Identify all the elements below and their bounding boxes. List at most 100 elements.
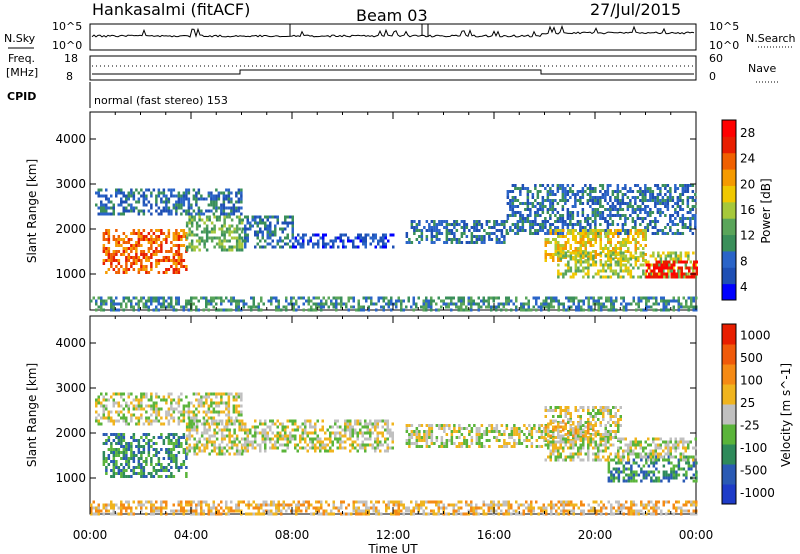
heatmap-cell [646, 214, 650, 217]
heatmap-cell [500, 220, 504, 223]
heatmap-cell [336, 419, 339, 423]
heatmap-cell [450, 296, 453, 300]
heatmap-cell [238, 248, 241, 252]
heatmap-cell [110, 460, 113, 463]
heatmap-cell [279, 437, 282, 441]
heatmap-cell [152, 469, 156, 472]
heatmap-cell [410, 305, 413, 309]
heatmap-cell [660, 299, 663, 303]
heatmap-cell [490, 430, 494, 433]
heatmap-cell [212, 392, 216, 396]
heatmap-cell [112, 256, 116, 259]
heatmap-cell [567, 305, 570, 309]
heatmap-cell [150, 398, 153, 402]
heatmap-cell [202, 197, 206, 201]
heatmap-cell [629, 199, 632, 202]
heatmap-cell [614, 190, 617, 193]
heatmap-cell [665, 266, 668, 270]
heatmap-cell [671, 196, 675, 199]
heatmap-cell [227, 191, 231, 195]
heatmap-cell [180, 413, 183, 417]
heatmap-cell [162, 305, 165, 309]
heatmap-cell [264, 419, 267, 423]
heatmap-cell [177, 250, 181, 253]
heatmap-cell [612, 235, 615, 238]
heatmap-cell [165, 200, 168, 204]
heatmap-cell [509, 229, 512, 232]
colorbar-segment [722, 283, 736, 301]
heatmap-cell [285, 308, 288, 312]
heatmap-cell [579, 238, 582, 241]
heatmap-cell [198, 224, 201, 228]
heatmap-cell [200, 449, 204, 453]
heatmap-cell [594, 250, 597, 253]
heatmap-cell [671, 214, 675, 217]
heatmap-cell [312, 233, 315, 237]
colorbar-segment [722, 234, 736, 252]
heatmap-cell [102, 416, 105, 420]
heatmap-cell [210, 404, 213, 408]
colorbar-segment [722, 136, 736, 154]
heatmap-cell [465, 223, 469, 226]
heatmap-cell [107, 259, 111, 262]
heatmap-cell [671, 220, 675, 223]
heatmap-cell [641, 190, 645, 193]
heatmap-cell [609, 205, 612, 208]
heatmap-cell [274, 422, 277, 426]
heatmap-cell [155, 469, 158, 472]
heatmap-cell [689, 211, 692, 214]
y-tick-label: 3000 [55, 177, 86, 191]
heatmap-cell [594, 211, 597, 214]
heatmap-cell [410, 433, 414, 436]
heatmap-cell [681, 214, 685, 217]
heatmap-cell [562, 308, 565, 312]
heatmap-cell [276, 425, 279, 429]
heatmap-cell [574, 205, 577, 208]
heatmap-cell [254, 428, 257, 432]
heatmap-cell [695, 260, 698, 264]
heatmap-cell [597, 302, 600, 306]
heatmap-cell [433, 223, 436, 226]
heatmap-cell [686, 187, 690, 190]
heatmap-cell [634, 260, 638, 264]
heatmap-cell [192, 413, 196, 417]
heatmap-cell [228, 248, 231, 252]
heatmap-cell [641, 208, 645, 211]
heatmap-cell [259, 239, 262, 243]
heatmap-cell [652, 251, 655, 255]
heatmap-cell [177, 422, 181, 426]
heatmap-cell [616, 211, 620, 214]
heatmap-cell [557, 425, 560, 429]
heatmap-cell [657, 272, 660, 276]
heatmap-cell [612, 272, 615, 276]
heatmap-cell [577, 422, 580, 426]
heatmap-cell [645, 302, 648, 306]
heatmap-cell [362, 308, 365, 312]
heatmap-cell [626, 205, 630, 208]
heatmap-cell [185, 457, 188, 460]
heatmap-cell [213, 236, 216, 240]
heatmap-cell [415, 427, 419, 430]
heatmap-cell [100, 194, 103, 198]
heatmap-cell [327, 296, 330, 300]
heatmap-cell [130, 299, 133, 303]
heatmap-cell [566, 199, 570, 202]
heatmap-cell [649, 214, 652, 217]
heatmap-cell [544, 187, 547, 190]
heatmap-cell [397, 296, 400, 300]
heatmap-cell [473, 229, 476, 232]
heatmap-cell [147, 454, 151, 457]
heatmap-cell [624, 263, 628, 267]
heatmap-cell [561, 205, 565, 208]
heatmap-cell [574, 428, 577, 432]
heatmap-cell [269, 230, 272, 234]
heatmap-cell [515, 296, 518, 300]
heatmap-cell [241, 422, 244, 426]
heatmap-cell [609, 238, 612, 241]
heatmap-cell [549, 187, 552, 190]
heatmap-cell [692, 296, 695, 300]
heatmap-cell [609, 254, 613, 258]
heatmap-cell [120, 212, 123, 216]
heatmap-cell [640, 308, 643, 312]
heatmap-cell [624, 193, 627, 196]
